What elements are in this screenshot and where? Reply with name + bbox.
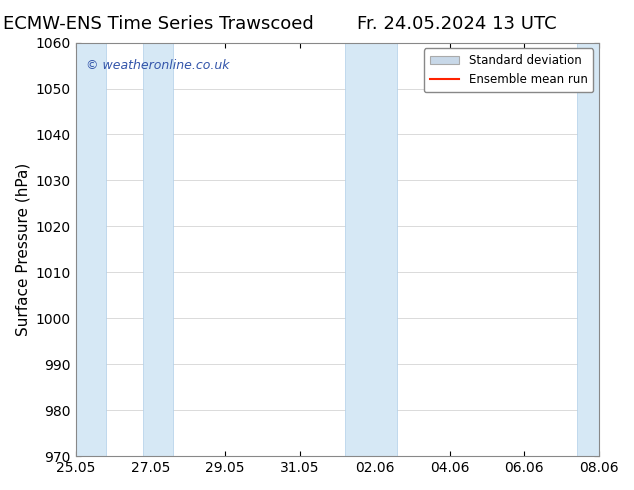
Text: ECMW-ENS Time Series Trawscoed: ECMW-ENS Time Series Trawscoed [3, 15, 314, 33]
Y-axis label: Surface Pressure (hPa): Surface Pressure (hPa) [15, 163, 30, 336]
Bar [75, 43, 106, 456]
Bar [143, 43, 173, 456]
Legend: Standard deviation, Ensemble mean run: Standard deviation, Ensemble mean run [424, 49, 593, 92]
Text: © weatheronline.co.uk: © weatheronline.co.uk [86, 59, 230, 72]
Text: Fr. 24.05.2024 13 UTC: Fr. 24.05.2024 13 UTC [357, 15, 556, 33]
Bar [577, 43, 607, 456]
Bar [345, 43, 398, 456]
